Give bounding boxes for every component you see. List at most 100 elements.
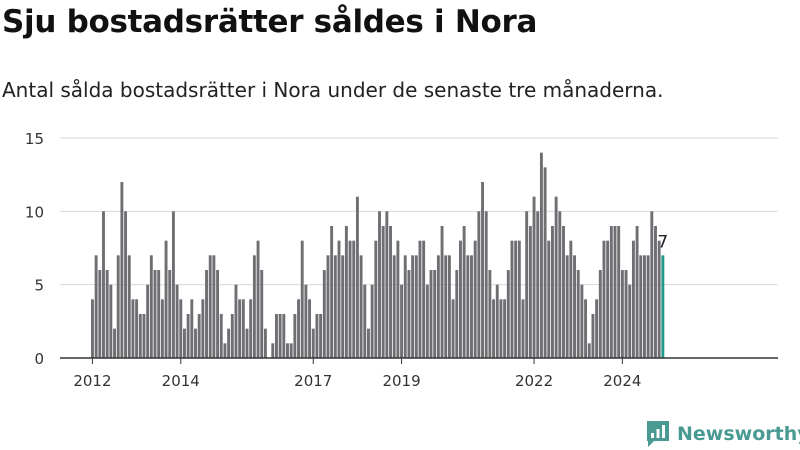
bar: [304, 284, 308, 358]
bar: [116, 255, 120, 358]
bar: [591, 314, 595, 358]
bar: [558, 211, 562, 358]
bar: [407, 270, 411, 358]
bar: [263, 328, 267, 358]
bar: [344, 226, 348, 358]
bar: [219, 314, 223, 358]
bar: [595, 299, 599, 358]
bar: [400, 284, 404, 358]
bar: [171, 211, 175, 358]
bar: [573, 255, 576, 358]
bar: [135, 299, 139, 358]
bar: [109, 284, 113, 358]
bar: [576, 270, 580, 358]
bar: [433, 270, 437, 358]
bar: [536, 211, 540, 358]
bar: [602, 240, 606, 358]
bar: [510, 240, 514, 358]
bar: [429, 270, 433, 358]
brand-name: Newsworthy: [677, 423, 800, 445]
bar: [367, 328, 370, 358]
bar: [598, 270, 602, 358]
bar: [194, 328, 197, 358]
bar: [230, 314, 234, 358]
bar: [252, 255, 256, 358]
bar: [628, 284, 632, 358]
bar: [411, 255, 415, 358]
bar: [425, 284, 429, 358]
bar: [613, 226, 617, 358]
bar: [539, 152, 543, 358]
bar: [488, 270, 492, 358]
bar: [521, 299, 525, 358]
bar: [352, 240, 356, 358]
bar: [157, 270, 161, 358]
bar: [569, 240, 573, 358]
bar: [322, 270, 326, 358]
bar: [341, 255, 345, 358]
bar: [227, 328, 231, 358]
bar: [138, 314, 142, 358]
bar: [620, 270, 624, 358]
bar: [293, 314, 297, 358]
bar: [216, 270, 220, 358]
bar: [624, 270, 628, 358]
bar: [381, 226, 385, 358]
bar: [160, 299, 164, 358]
bar: [105, 270, 109, 358]
bar: [186, 314, 190, 358]
bar: [131, 299, 135, 358]
bar: [238, 299, 242, 358]
y-tick-label: 15: [25, 130, 44, 148]
bar: [440, 226, 444, 358]
y-tick-label: 5: [34, 277, 44, 295]
bar: [503, 299, 507, 358]
bar: [289, 343, 293, 358]
bar: [451, 299, 455, 358]
bar: [473, 240, 477, 358]
bar: [462, 226, 466, 358]
bar: [470, 255, 473, 358]
bar: [646, 255, 650, 358]
bar: [300, 240, 304, 358]
bar: [635, 226, 639, 358]
bar: [554, 196, 558, 358]
bar: [654, 226, 657, 358]
bar: [639, 255, 643, 358]
bar: [444, 255, 448, 358]
bar: [315, 314, 319, 358]
bar: [297, 299, 300, 358]
bar: [447, 255, 451, 358]
bar: [355, 196, 359, 358]
bar: [241, 299, 245, 358]
bar: [517, 240, 521, 358]
bar: [183, 328, 186, 358]
bar: [326, 255, 330, 358]
bar: [333, 255, 337, 358]
bar: [234, 284, 238, 358]
bar: [631, 240, 635, 358]
bar: [374, 240, 378, 358]
bar: [389, 226, 392, 358]
bar: [477, 211, 481, 358]
bar: [168, 270, 172, 358]
bar: [414, 255, 418, 358]
bar: [657, 240, 661, 358]
bar: [190, 299, 194, 358]
bar-highlight: [661, 255, 665, 358]
bar: [124, 211, 128, 358]
bar: [348, 240, 352, 358]
bar: [212, 255, 216, 358]
bar: [249, 299, 253, 358]
x-tick-label: 2019: [382, 372, 420, 390]
bar: [153, 270, 157, 358]
bar: [146, 284, 150, 358]
bar: [205, 270, 208, 358]
bar: [650, 211, 654, 358]
bar: [525, 211, 529, 358]
bar: [481, 182, 484, 358]
brand-logo: Newsworthy: [645, 420, 800, 448]
bar: [359, 255, 363, 358]
bar: [606, 240, 610, 358]
bar: [275, 314, 278, 358]
